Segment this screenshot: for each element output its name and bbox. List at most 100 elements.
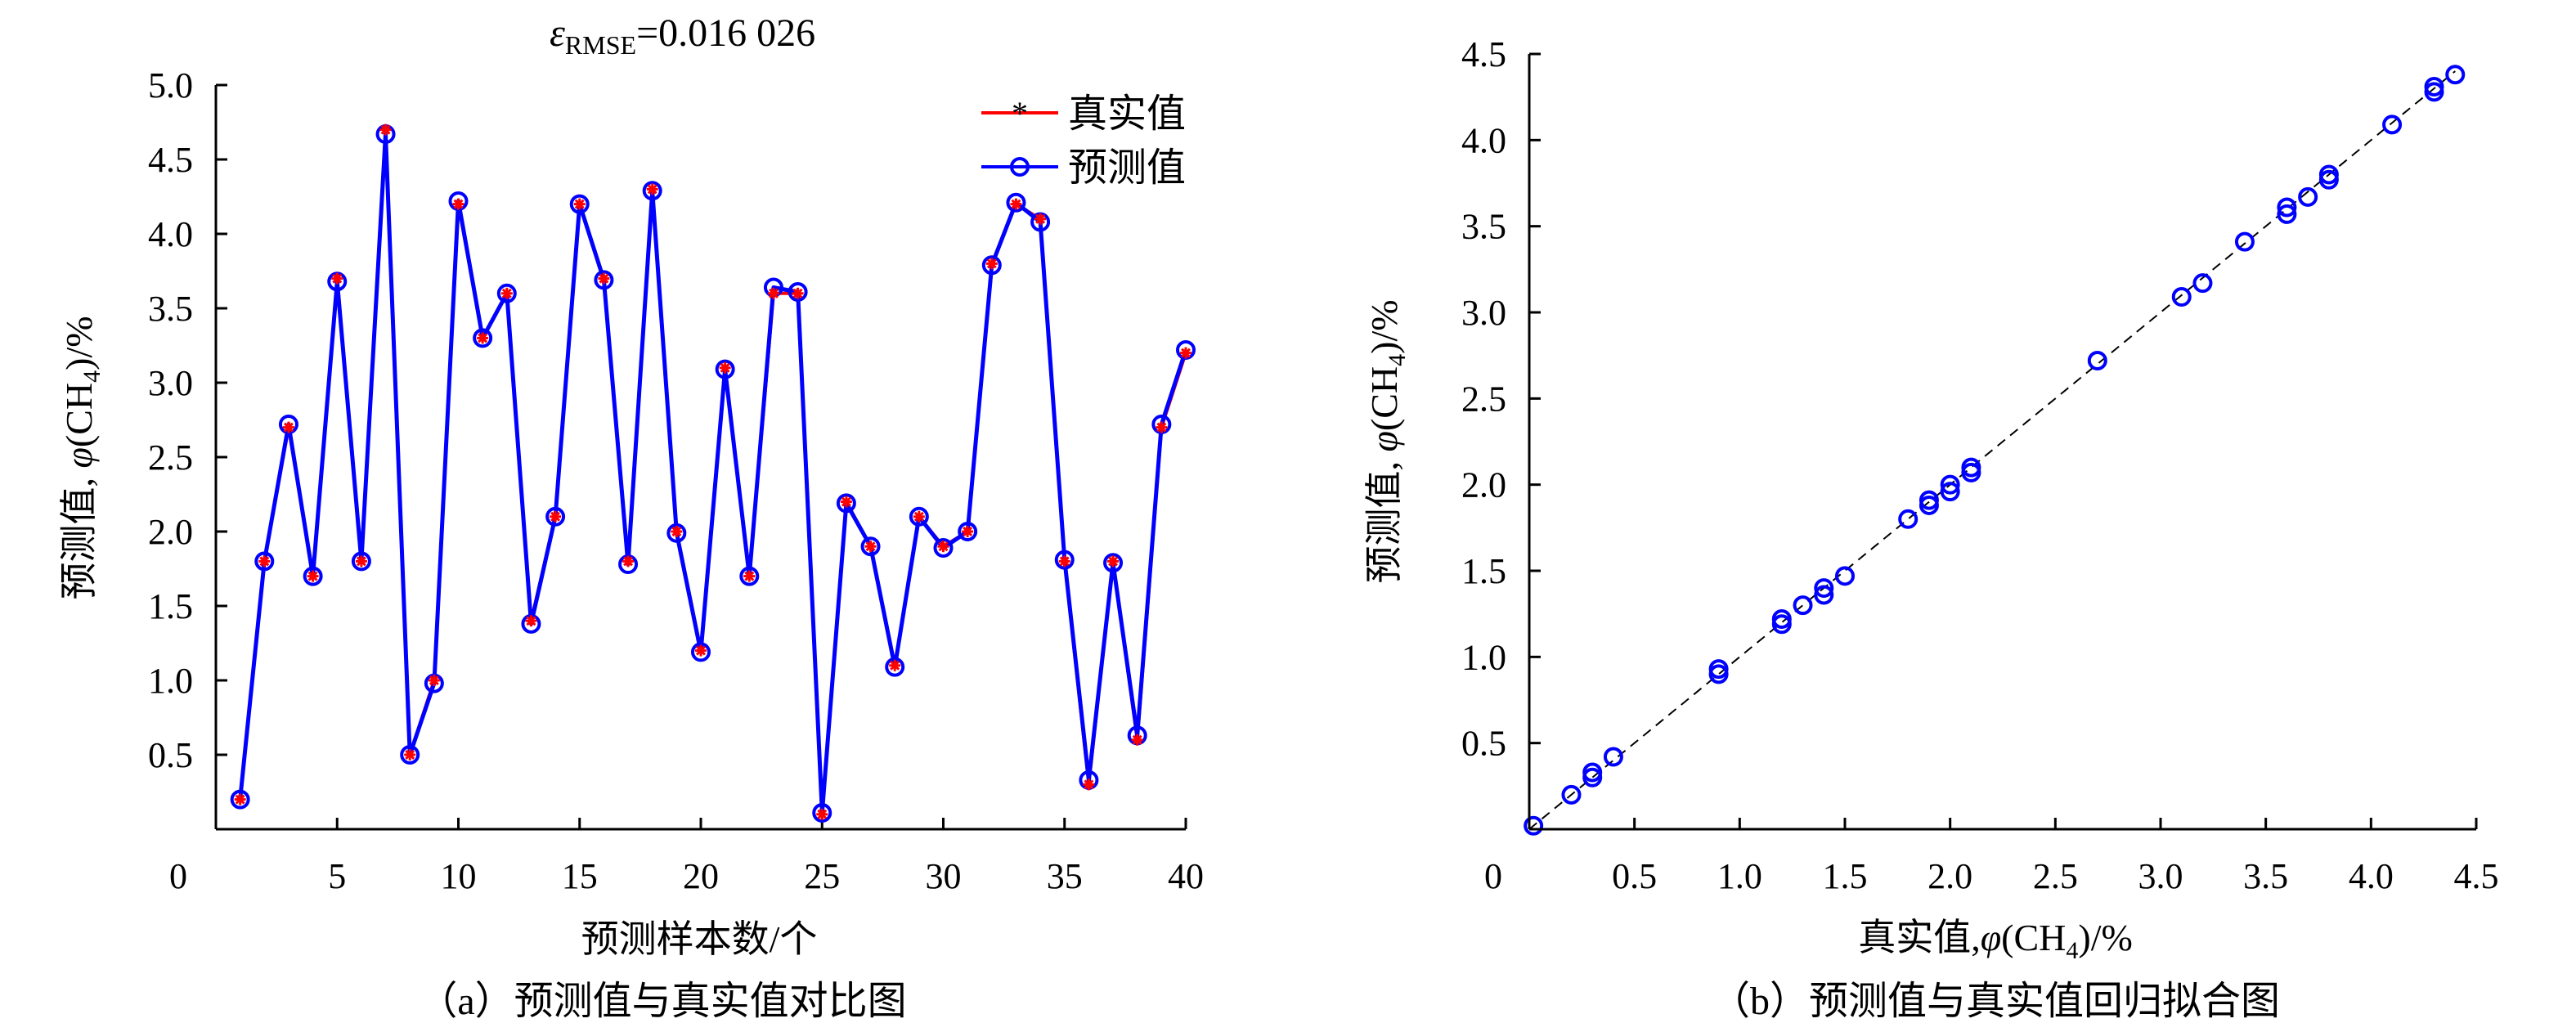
predicted-point [788,281,808,302]
actual-point [1180,347,1192,359]
scatter-point [2192,273,2213,294]
x-title-prefix: 真实值, [1858,917,1981,958]
y-title-sub: 4 [79,370,105,383]
predicted-point [836,493,856,514]
predicted-point [254,551,275,572]
chart-b-x-tick-label: 3.5 [2243,856,2288,896]
actual-point [913,510,925,523]
chart-b-x-axis-title: 真实值,φ(CH4)/% [1858,917,2133,964]
predicted-point [958,522,978,541]
regression-scatter-chart: 0.5 1.0 1.5 2.0 2.5 3.0 3.5 4.0 4.5 0.5 1.0 1.5 2.0 2… [1363,34,2499,1023]
scatter-point [2424,77,2444,97]
y-title-prefix: 预测值, [58,469,100,600]
predicted-point [860,536,881,557]
scatter-point [1961,457,1981,478]
predicted-point [351,551,371,572]
predicted-point [545,506,566,527]
scatter-point [2445,65,2466,85]
actual-point [671,526,683,537]
scatter-point [1524,815,1544,836]
predicted-point [496,283,517,303]
actual-point [1131,734,1143,746]
chart-a-x-tick-label: 35 [1047,856,1083,896]
chart-a-series [230,123,1196,823]
chart-b-x-tick-label: 4.5 [2454,856,2499,896]
y-title-ch: CH [58,383,100,435]
chart-b-y-tick-label: 3.0 [1461,293,1506,333]
chart-a-x-tick-label: 5 [328,856,346,896]
predicted-point [230,789,250,810]
by-title-sub: 4 [1384,354,1411,366]
chart-b-y-tick-label: 2.5 [1461,379,1506,419]
predicted-point [1103,553,1124,573]
actual-point [840,496,852,508]
chart-a-x-tick-label: 10 [441,856,477,896]
y-title-close: )/% [58,316,100,370]
scatter-point [1940,482,1960,502]
actual-point [282,421,294,433]
x-title-close: )/% [2078,917,2132,958]
actual-point [743,570,756,582]
actual-point [404,749,416,761]
by-title-open: ( [1363,419,1405,431]
predicted-point [909,506,929,527]
chart-b-points [1524,65,2466,836]
scatter-point [2277,204,2297,224]
chart-b-y-tick-label: 0.5 [1461,724,1506,764]
predicted-point [400,745,420,765]
actual-point [550,510,562,523]
chart-a-y-tick-label: 4.5 [148,140,193,180]
chart-a-y-tick-label: 2.5 [148,437,193,478]
scatter-point [1771,608,1792,629]
actual-point [1058,555,1070,568]
actual-point [1107,555,1120,568]
scatter-point [1708,659,1729,680]
scatter-point [1940,474,1960,495]
actual-point [573,198,586,210]
actual-point [1034,213,1047,225]
scatter-point [1835,566,1855,586]
actual-point [1010,198,1022,210]
chart-a-origin-label: 0 [169,856,187,896]
actual-point [598,272,610,285]
chart-b-x-tick-label: 2.0 [1928,856,1972,896]
actual-point [695,644,707,657]
predicted-point [1054,550,1075,570]
chart-b-ticks: 0.5 1.0 1.5 2.0 2.5 3.0 3.5 4.0 4.5 0.5 1.0 1.5 2.0 2… [1461,34,2499,896]
by-title-prefix: 预测值, [1363,452,1405,584]
scatter-point [1919,490,1939,510]
predicted-point [473,328,493,348]
scatter-point [2318,164,2339,185]
scatter-point [2277,197,2297,218]
actual-point [355,555,367,568]
actual-point [500,287,513,299]
scatter-point [1582,762,1603,783]
actual-point [258,555,271,568]
actual-point [792,287,804,299]
y-title-phi: φ [58,447,100,468]
y-title-open: ( [58,435,100,447]
scatter-point [1814,578,1834,599]
chart-a-rmse-title: εRMSE=0.016 026 [550,11,815,60]
predicted-point [981,255,1002,276]
chart-b-x-tick-label: 4.0 [2349,856,2394,896]
x-title-ch: CH [2013,917,2066,958]
chart-b-y-axis-title: 预测值, φ(CH4)/% [1363,299,1411,583]
legend-predicted-marker [1010,157,1030,177]
actual-point [379,123,392,136]
chart-b-x-tick-label: 1.0 [1717,856,1762,896]
actual-point [622,555,635,568]
comparison-line-chart: εRMSE=0.016 026 5 10 15 20 25 30 35 400.51.01.5… [58,11,1204,1023]
scatter-point [2382,114,2403,135]
chart-a-x-tick-label: 30 [926,856,962,896]
x-title-open: ( [2001,917,2013,958]
scatter-point [1603,747,1623,767]
actual-point [1156,421,1168,433]
chart-b-y-tick-label: 2.0 [1461,465,1506,505]
actual-point [816,808,828,820]
chart-a-y-tick-label: 4.0 [148,214,193,254]
by-title-phi: φ [1363,431,1405,451]
chart-b-x-tick-label: 3.0 [2138,856,2183,896]
actual-point [985,258,998,270]
predicted-point [1006,192,1026,213]
